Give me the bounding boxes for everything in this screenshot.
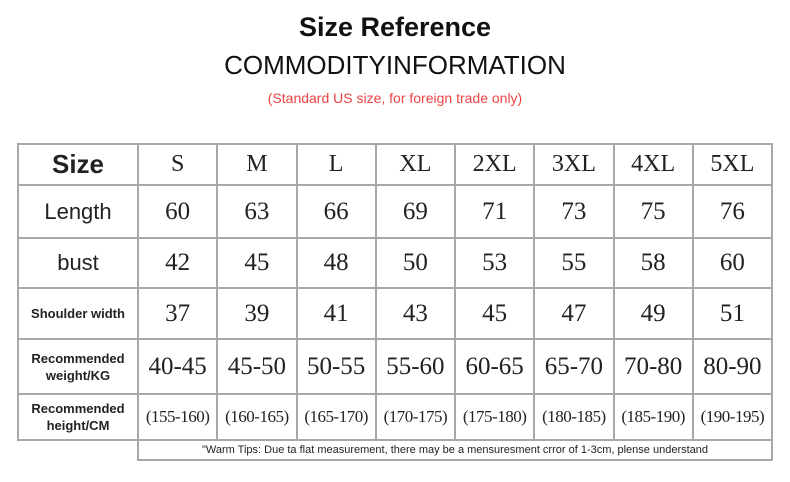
cell: 73	[533, 184, 615, 239]
size-table: Size S M L XL 2XL 3XL 4XL 5XL Length 60 63 66 69 71 73 7…	[17, 143, 774, 461]
cell: 50	[374, 237, 457, 289]
row-label: bust	[17, 237, 139, 289]
cell: (155-160)	[136, 393, 219, 441]
tips: "Warm Tips: Due ta flat measurement, the…	[137, 439, 773, 461]
cell: 37	[136, 287, 219, 340]
title: Size Reference	[298, 12, 492, 42]
cell: 42	[136, 237, 219, 289]
cell: 4XL	[612, 143, 694, 186]
cell: 41	[295, 287, 377, 340]
cell: (185-190)	[612, 393, 694, 441]
cell: (180-185)	[533, 393, 615, 441]
cell: 80-90	[691, 338, 774, 395]
cell: 63	[216, 184, 298, 239]
cell: 3XL	[533, 143, 615, 186]
table-row: bust 42 45 48 50 53 55 58 60	[17, 237, 774, 289]
cell: XL	[374, 143, 457, 186]
cell: 60	[136, 184, 219, 239]
table-row: Recommended height/CM (155-160) (160-165)(…	[17, 393, 774, 441]
cell: (160-165)	[216, 393, 298, 441]
cell: 50-55	[295, 338, 377, 395]
cell: (175-180)	[453, 393, 536, 441]
cell: L	[295, 143, 377, 186]
cell: 69	[374, 184, 457, 239]
cell: 53	[453, 237, 536, 289]
cell: 5XL	[691, 143, 774, 186]
table-row: Recommended weight/KG 40-45 45-50 50-55 55-6…	[17, 338, 774, 395]
row-label: Recommended weight/KG	[17, 338, 139, 395]
row-label: Length	[17, 184, 139, 239]
cell: 60-65	[453, 338, 536, 395]
blank-cell	[18, 439, 139, 460]
row-label: Recommended height/CM	[17, 393, 139, 441]
cell: M	[216, 143, 298, 186]
cell: 60	[691, 237, 774, 289]
row-label: Shoulder width	[17, 287, 139, 340]
cell: 43	[374, 287, 457, 340]
cell: S	[136, 143, 219, 186]
cell: 65-70	[533, 338, 615, 395]
cell: 51	[691, 287, 774, 340]
note: (Standard US size, for foreign trade onl…	[267, 90, 523, 106]
cell: 40-45	[136, 338, 219, 395]
row-label: Size	[17, 143, 139, 186]
cell: 45	[453, 287, 536, 340]
cell: 75	[612, 184, 694, 239]
table-row: Length 60 63 66 69 71 73 75 76	[17, 184, 774, 239]
cell: 55-60	[374, 338, 457, 395]
cell: 55	[533, 237, 615, 289]
cell: 76	[691, 184, 774, 239]
cell: (170-175)	[374, 393, 457, 441]
cell: 66	[295, 184, 377, 239]
cell: 47	[533, 287, 615, 340]
tips-row: "Warm Tips: Due ta flat measurement, the…	[18, 439, 773, 461]
cell: (165-170)	[295, 393, 377, 441]
cell: 48	[295, 237, 377, 289]
cell: 45-50	[216, 338, 298, 395]
cell: 2XL	[453, 143, 536, 186]
subtitle: COMMODITYINFORMATION	[224, 50, 566, 80]
cell: (190-195)	[691, 393, 774, 441]
cell: 71	[453, 184, 536, 239]
cell: 45	[216, 237, 298, 289]
table-row: Shoulder width 37 39 41 43 45 47 49 51	[17, 287, 774, 340]
cell: 58	[612, 237, 694, 289]
cell: 49	[612, 287, 694, 340]
table-row: Size S M L XL 2XL 3XL 4XL 5XL	[17, 143, 774, 186]
cell: 70-80	[612, 338, 694, 395]
cell: 39	[216, 287, 298, 340]
